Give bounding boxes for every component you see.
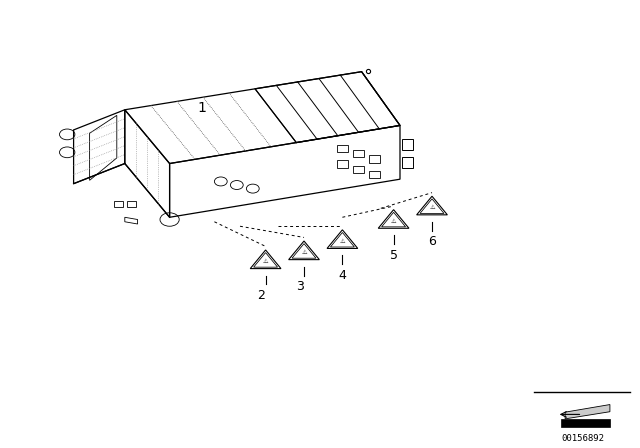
- Bar: [561, 419, 610, 427]
- Text: 5: 5: [390, 249, 397, 262]
- Text: ⚠: ⚠: [340, 239, 345, 244]
- Polygon shape: [565, 405, 610, 419]
- Text: 2: 2: [257, 289, 265, 302]
- Text: 1: 1: [197, 100, 206, 115]
- Text: 6: 6: [428, 235, 436, 248]
- Text: ⚠: ⚠: [301, 250, 307, 255]
- Text: ⚠: ⚠: [429, 205, 435, 211]
- Text: 00156892: 00156892: [561, 434, 604, 443]
- Text: 3: 3: [296, 280, 303, 293]
- Text: ⚠: ⚠: [263, 259, 268, 264]
- Text: ⚠: ⚠: [391, 219, 396, 224]
- Bar: [402, 157, 413, 168]
- Text: 4: 4: [339, 269, 346, 282]
- Bar: [402, 139, 413, 150]
